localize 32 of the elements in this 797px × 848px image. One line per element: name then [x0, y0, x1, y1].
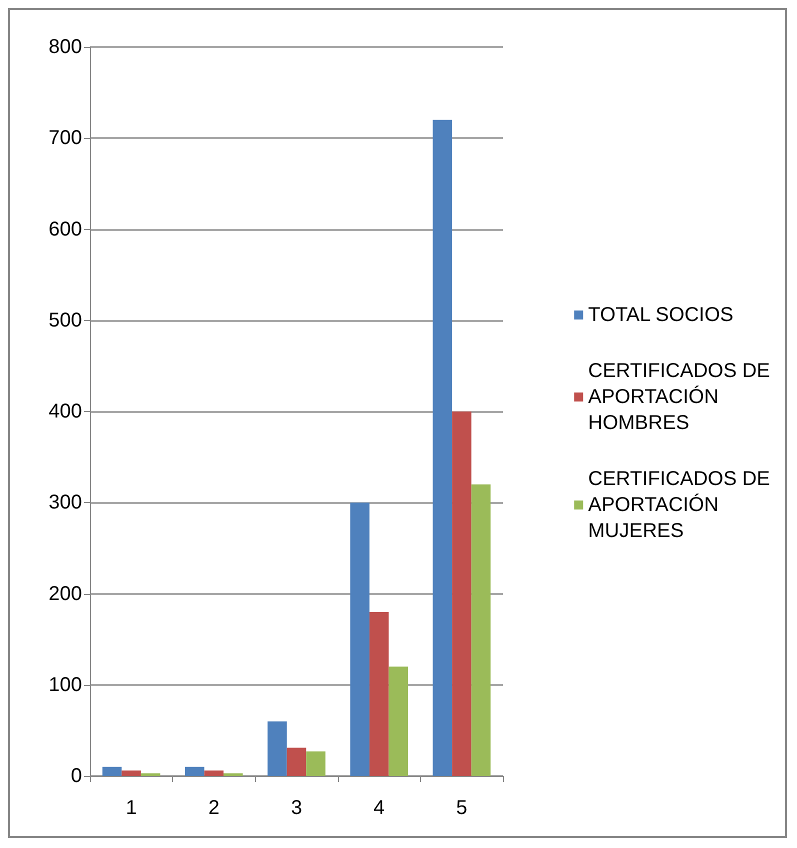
x-tick-label: 5 — [456, 797, 468, 819]
x-tick-label: 1 — [126, 797, 137, 819]
bar — [184, 766, 204, 776]
bar — [306, 751, 326, 776]
bar — [471, 484, 491, 776]
y-tick-label: 700 — [48, 127, 82, 150]
bar — [122, 770, 141, 776]
bar — [452, 412, 472, 776]
legend-label: TOTAL SOCIOS — [588, 304, 734, 326]
bar — [268, 721, 287, 776]
y-tick-label: 500 — [48, 309, 82, 332]
bar — [224, 773, 243, 776]
y-tick-label: 300 — [48, 492, 82, 514]
y-tick-label: 400 — [48, 400, 82, 422]
bar — [204, 770, 224, 776]
y-tick-label: 600 — [48, 218, 82, 240]
x-tick-label: 3 — [290, 797, 302, 819]
bar — [140, 773, 160, 776]
bar — [388, 666, 408, 776]
y-tick-label: 100 — [48, 674, 82, 696]
x-tick-label: 2 — [208, 797, 220, 819]
bar — [369, 612, 389, 776]
bar — [432, 120, 452, 776]
y-tick-label: 200 — [48, 582, 82, 605]
legend-label: CERTIFICADOS DE APORTACIÓN MUJERES — [588, 468, 770, 542]
bar — [350, 502, 370, 776]
bar — [286, 748, 306, 776]
x-tick-label: 4 — [374, 797, 385, 819]
legend-label: CERTIFICADOS DE APORTACIÓN HOMBRES — [588, 360, 770, 434]
y-tick-label: 0 — [70, 765, 82, 787]
y-tick-label: 800 — [48, 36, 82, 58]
bar — [102, 766, 122, 776]
